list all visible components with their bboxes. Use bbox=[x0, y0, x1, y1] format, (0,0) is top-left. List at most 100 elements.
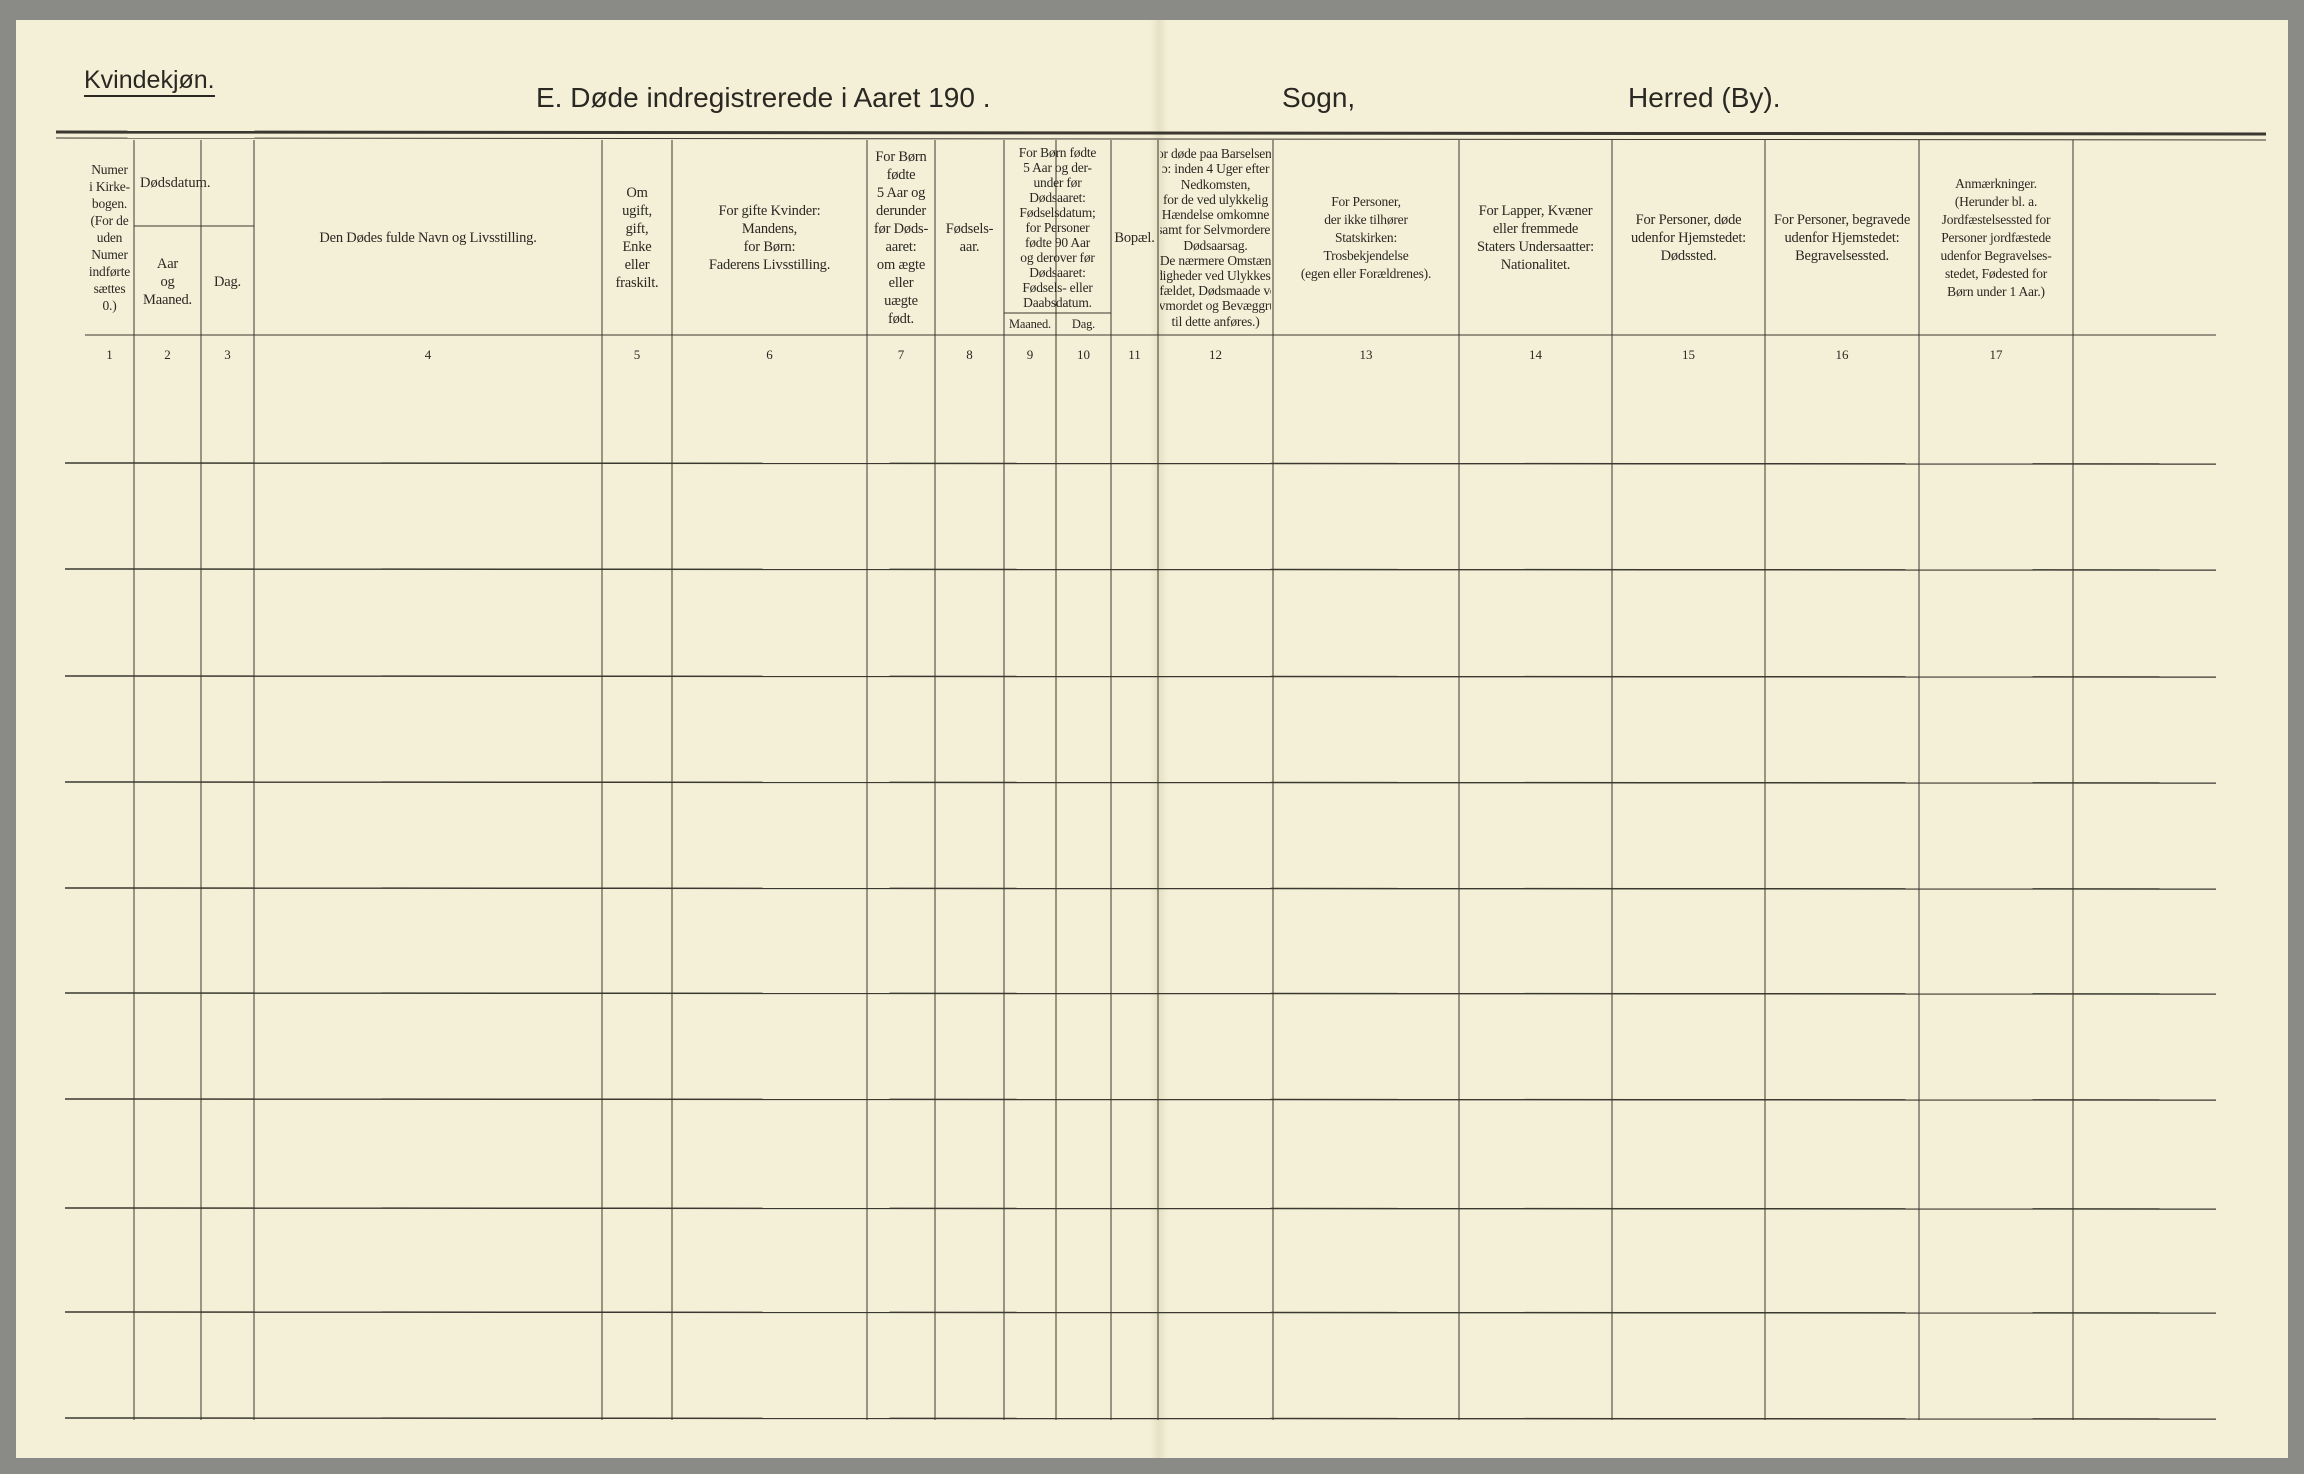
column-header-line: samt for Selvmordere: bbox=[1160, 222, 1271, 238]
row-rule bbox=[64, 1417, 2217, 1420]
death-date-group-header: Dødsdatum. bbox=[140, 175, 211, 191]
column-header-line: (Herunder bl. a. bbox=[1954, 193, 2038, 209]
column-header-12: For døde paa Barselseng,ɔ: inden 4 Uger … bbox=[1160, 142, 1271, 333]
column-header-line: For Personer, bbox=[1331, 193, 1401, 209]
column-header-line: Nationalitet. bbox=[1500, 256, 1571, 273]
column-header-line: (De nærmere Omstæn- bbox=[1160, 252, 1271, 268]
column-number: 16 bbox=[1835, 347, 1849, 362]
column-header-17: Anmærkninger. (Herunder bl. a. Jordfæstels… bbox=[1921, 142, 2071, 333]
column-header-2: Aar og Maaned. bbox=[136, 230, 199, 333]
column-header-line: uægte bbox=[884, 292, 918, 309]
column-header-line: (egen eller Forældrenes). bbox=[1300, 265, 1432, 281]
column-number: 4 bbox=[424, 347, 432, 362]
column-header-line: Mandens, bbox=[741, 220, 798, 237]
column-header-line: Dødssted. bbox=[1660, 247, 1717, 264]
column-header-line: (For de bbox=[90, 213, 129, 228]
column-header-8: Fødsels-aar. bbox=[937, 142, 1002, 333]
column-header-6: For gifte Kvinder: Mandens, for Børn: Fader… bbox=[674, 142, 865, 333]
register-page: Kvindekjøn. E. Døde indregistrerede i Aa… bbox=[16, 20, 2288, 1458]
column-header-line: født. bbox=[888, 310, 914, 327]
column-header-line: Om bbox=[626, 184, 648, 201]
column-number: 5 bbox=[633, 347, 641, 362]
column-header-line: Enke bbox=[622, 238, 652, 255]
column-number: 8 bbox=[966, 347, 973, 362]
group-header-line: Dødsaaret: bbox=[1029, 264, 1086, 280]
column-header-line: eller fremmede bbox=[1492, 220, 1579, 237]
column-header-line: Maaned. bbox=[143, 291, 192, 308]
column-header-line: For Lapper, Kvæner bbox=[1478, 202, 1593, 219]
group-header-line: 5 Aar og der- bbox=[1023, 159, 1092, 175]
row-rule bbox=[64, 462, 2217, 465]
column-header-line: For Børn bbox=[875, 148, 927, 165]
column-header-16: For Personer, begravede udenfor Hjemstede… bbox=[1767, 142, 1917, 333]
group-header-line: For Børn fødte bbox=[1018, 144, 1097, 160]
column-header-11: Bopæl. bbox=[1113, 142, 1156, 333]
column-header-line: Dag. bbox=[1071, 317, 1096, 331]
column-header-line: Fødsels- bbox=[945, 220, 994, 237]
column-header-5: Om ugift, gift, Enke eller fraskilt. bbox=[604, 142, 670, 333]
header-top-rule-thin bbox=[55, 137, 2267, 141]
column-number: 15 bbox=[1682, 347, 1695, 362]
column-header-line: Statskirken: bbox=[1334, 229, 1398, 245]
column-number: 6 bbox=[766, 347, 773, 362]
column-header-15: For Personer, døde udenfor Hjemstedet: Død… bbox=[1614, 142, 1763, 333]
column-header-line: i Kirke- bbox=[89, 179, 130, 194]
column-number: 3 bbox=[224, 347, 231, 362]
row-rule bbox=[64, 675, 2217, 678]
group-header-line: Daabsdatum. bbox=[1023, 294, 1092, 310]
column-header-line: Hændelse omkomne bbox=[1161, 207, 1270, 223]
column-header-line: Numer bbox=[91, 247, 128, 262]
column-number: 14 bbox=[1529, 347, 1542, 362]
column-header-line: aaret: bbox=[885, 238, 917, 255]
page-fold bbox=[1150, 20, 1168, 1458]
column-header-line: For gifte Kvinder: bbox=[718, 202, 821, 219]
column-header-line: For Personer, døde bbox=[1635, 211, 1742, 228]
row-rule bbox=[64, 1311, 2217, 1314]
column-header-14: For Lapper, Kvæner eller fremmede Staters … bbox=[1461, 142, 1610, 333]
column-header-line: Begravelsessted. bbox=[1795, 247, 1889, 264]
row-rule bbox=[64, 1098, 2217, 1101]
group-header-line: og derover før bbox=[1020, 249, 1095, 265]
column-header-3: Dag. bbox=[203, 230, 252, 333]
column-header-line: Selvmordet og Bevæggrund bbox=[1160, 298, 1271, 314]
column-header-line: Staters Undersaatter: bbox=[1477, 238, 1594, 255]
column-number: 13 bbox=[1359, 347, 1373, 362]
group-header-line: Dødsaaret: bbox=[1029, 189, 1086, 205]
column-header-line: fraskilt. bbox=[615, 274, 659, 291]
column-header-line: sættes bbox=[93, 281, 126, 296]
group-header-line: Fødsels- eller bbox=[1022, 279, 1093, 295]
column-header-line: aar. bbox=[959, 238, 980, 255]
column-header-1: Numer i Kirke-bogen. (For de uden Numer indfø… bbox=[87, 142, 132, 333]
column-header-line: Personer jordfæstede bbox=[1941, 229, 2051, 245]
group-header-line: under før bbox=[1033, 174, 1082, 190]
column-header-line: der ikke tilhører bbox=[1324, 211, 1408, 227]
parish-label: Sogn, bbox=[1282, 82, 1356, 113]
column-number: 7 bbox=[897, 347, 905, 362]
table-grid bbox=[55, 130, 2267, 1420]
column-header-line: Faderens Livsstilling. bbox=[708, 256, 831, 273]
column-header-line: Jordfæstelsessted for bbox=[1941, 211, 2051, 227]
column-header-line: 0.) bbox=[102, 298, 117, 313]
column-header-line: udenfor Hjemstedet: bbox=[1631, 229, 1746, 246]
column-number: 9 bbox=[1026, 347, 1034, 362]
column-header-line: 5 Aar og bbox=[876, 184, 926, 201]
header-top-rule bbox=[55, 130, 2267, 136]
column-header-line: fødte bbox=[886, 166, 916, 183]
row-rule bbox=[64, 887, 2217, 890]
column-number: 17 bbox=[1989, 347, 2003, 362]
row-rule bbox=[64, 992, 2217, 995]
row-rule bbox=[64, 781, 2217, 784]
column-header-line: tilfældet, Dødsmaade ved bbox=[1160, 283, 1271, 299]
column-number: 11 bbox=[1128, 347, 1141, 362]
column-header-line: gift, bbox=[625, 220, 649, 237]
column-header-line: Aar bbox=[156, 255, 179, 272]
column-number: 1 bbox=[106, 347, 113, 362]
column-header-line: ɔ: inden 4 Uger efter bbox=[1161, 161, 1270, 177]
page-title: E. Døde indregistrerede i Aaret 190 . bbox=[536, 82, 991, 113]
column-header-line: Nedkomsten, bbox=[1180, 176, 1251, 192]
column-header-13: For Personer, der ikke tilhører Statskirke… bbox=[1275, 142, 1457, 333]
column-header-line: Anmærkninger. bbox=[1955, 175, 2037, 191]
column-header-line: Dag. bbox=[214, 273, 241, 290]
group-header-line: for Personer bbox=[1025, 219, 1090, 235]
district-label: Herred (By). bbox=[1628, 82, 1781, 113]
